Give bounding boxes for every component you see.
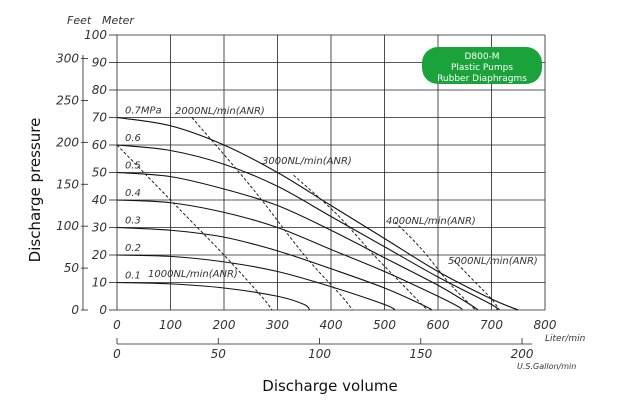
y-tick-feet: 150 <box>56 177 79 191</box>
product-badge: D800-M Plastic Pumps Rubber Diaphragms <box>422 47 542 84</box>
y-tick-meter: 40 <box>92 193 108 207</box>
x-tick-lpm: 0 <box>113 318 121 332</box>
air-line-label: 5000NL/min(ANR) <box>448 256 538 267</box>
badge-line-2: Plastic Pumps <box>451 63 513 73</box>
y-tick-meter: 0 <box>99 303 107 317</box>
y-tick-meter: 70 <box>92 111 108 125</box>
y-tick-meter: 100 <box>84 28 107 42</box>
x-tick-gallon: 0 <box>113 347 121 361</box>
x-tick-lpm: 500 <box>373 318 396 332</box>
air-line <box>454 261 499 311</box>
air-line <box>192 118 353 311</box>
air-consumption-lines <box>117 118 500 311</box>
air-line-label: 2000NL/min(ANR) <box>175 106 265 117</box>
y-tick-feet: 250 <box>56 93 79 107</box>
y-tick-meter: 10 <box>92 276 108 290</box>
curve-07mpa <box>117 118 518 311</box>
y-tick-meter: 20 <box>92 248 108 262</box>
x-tick-lpm: 400 <box>320 318 343 332</box>
x-tick-gallon: 50 <box>211 347 227 361</box>
air-line-label: 3000NL/min(ANR) <box>262 156 352 167</box>
x-tick-lpm: 700 <box>480 318 503 332</box>
x-tick-lpm: 600 <box>427 318 450 332</box>
curve-label: 0.6 <box>125 133 141 144</box>
curve-label: 0.5 <box>125 161 141 172</box>
x-tick-lpm: 100 <box>159 318 182 332</box>
y-tick-feet: 50 <box>64 261 80 275</box>
y-tick-meter: 50 <box>92 166 108 180</box>
air-line-label: 4000NL/min(ANR) <box>386 216 476 227</box>
y-tick-meter: 60 <box>92 138 108 152</box>
badge-line-1: D800-M <box>464 52 499 62</box>
y-tick-feet: 100 <box>56 219 79 233</box>
y-axis-title: Discharge pressure <box>26 118 44 263</box>
x-axis-title: Discharge volume <box>262 377 397 395</box>
x-tick-lpm: 200 <box>213 318 236 332</box>
curve-label: 0.1 <box>125 271 141 282</box>
x-tick-gallon: 150 <box>409 347 432 361</box>
curve-label: 0.3 <box>125 216 141 227</box>
y-unit-feet: Feet <box>67 14 92 27</box>
y-tick-feet: 300 <box>56 52 79 66</box>
x-tick-lpm: 800 <box>534 318 557 332</box>
curve-label: 0.4 <box>125 188 141 199</box>
y-unit-meter: Meter <box>102 14 135 27</box>
y-tick-feet: 200 <box>56 135 79 149</box>
x-tick-gallon: 200 <box>511 347 534 361</box>
curve-01 <box>117 283 310 311</box>
badge-line-3: Rubber Diaphragms <box>437 74 527 84</box>
x-tick-gallon: 100 <box>308 347 331 361</box>
y-tick-meter: 30 <box>92 221 108 235</box>
x-unit-liter: Liter/min <box>545 334 586 344</box>
y-tick-meter: 90 <box>92 56 108 70</box>
air-line-label: 1000NL/min(ANR) <box>148 269 238 280</box>
curve-label: 0.7MPa <box>125 106 162 117</box>
x-tick-lpm: 300 <box>266 318 289 332</box>
y-tick-feet: 0 <box>71 303 79 317</box>
curve-label: 0.2 <box>125 243 141 254</box>
y-tick-meter: 80 <box>92 83 108 97</box>
pressure-curves <box>117 118 518 311</box>
x-unit-gallon: U.S.Gallon/min <box>517 362 576 371</box>
